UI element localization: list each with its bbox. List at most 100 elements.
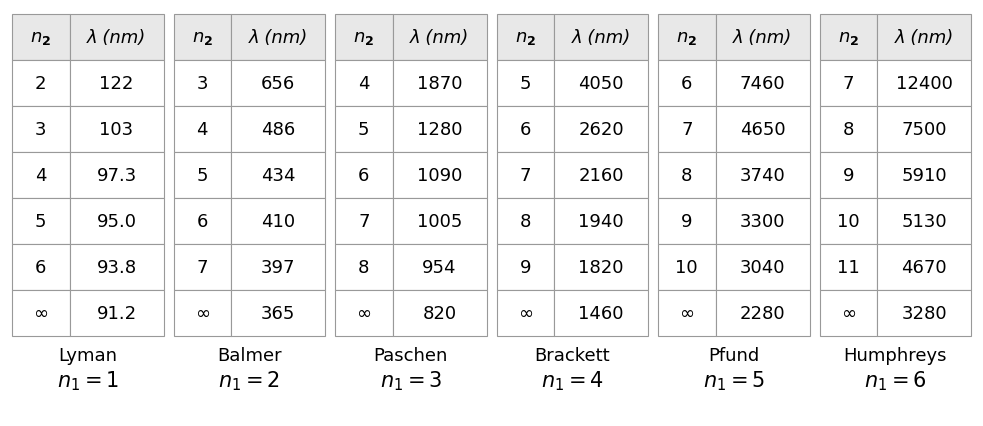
Text: $\mathbf{\mathit{n}}_\mathbf{2}$: $\mathbf{\mathit{n}}_\mathbf{2}$ (192, 29, 213, 47)
Text: 3280: 3280 (901, 304, 947, 322)
Bar (716, 199, 809, 245)
Bar (70, 290, 163, 336)
Text: $\mathbf{\mathit{n}}_\mathbf{2}$: $\mathbf{\mathit{n}}_\mathbf{2}$ (30, 29, 51, 47)
Text: Paschen: Paschen (374, 346, 448, 364)
Bar (554, 290, 648, 336)
Text: 5: 5 (358, 121, 370, 139)
Bar (877, 107, 971, 153)
Bar (877, 153, 971, 199)
Bar (658, 61, 716, 107)
Bar (392, 245, 487, 290)
Text: 1870: 1870 (417, 75, 462, 93)
Bar (554, 61, 648, 107)
Text: 8: 8 (520, 213, 531, 230)
Text: 8: 8 (842, 121, 854, 139)
Text: 7: 7 (842, 75, 854, 93)
Text: 8: 8 (358, 259, 370, 276)
Bar (658, 153, 716, 199)
Bar (820, 290, 877, 336)
Text: λ (nm): λ (nm) (249, 29, 308, 47)
Text: 4: 4 (35, 167, 46, 184)
Bar (174, 245, 231, 290)
Bar (335, 199, 392, 245)
Text: 5: 5 (520, 75, 531, 93)
Text: $\mathit{n}_1 = 1$: $\mathit{n}_1 = 1$ (57, 368, 119, 391)
Text: 122: 122 (99, 75, 134, 93)
Text: 7: 7 (681, 121, 693, 139)
Bar (392, 153, 487, 199)
Text: $\mathbf{\mathit{n}}_\mathbf{2}$: $\mathbf{\mathit{n}}_\mathbf{2}$ (353, 29, 375, 47)
Text: $\mathit{n}_1 = 4$: $\mathit{n}_1 = 4$ (541, 368, 604, 391)
Bar (231, 61, 325, 107)
Text: 8: 8 (681, 167, 692, 184)
Bar (496, 153, 554, 199)
Bar (392, 61, 487, 107)
Bar (392, 290, 487, 336)
Text: λ (nm): λ (nm) (87, 29, 146, 47)
Text: $\mathit{n}_1 = 3$: $\mathit{n}_1 = 3$ (379, 368, 442, 391)
Bar (70, 107, 163, 153)
Bar (335, 245, 392, 290)
Bar (392, 107, 487, 153)
Text: 7: 7 (520, 167, 531, 184)
Text: 97.3: 97.3 (96, 167, 137, 184)
Text: ∞: ∞ (840, 304, 856, 322)
Bar (716, 61, 809, 107)
Text: 3: 3 (35, 121, 46, 139)
Bar (820, 245, 877, 290)
Bar (496, 107, 554, 153)
Bar (231, 199, 325, 245)
Bar (174, 290, 231, 336)
Text: Lyman: Lyman (58, 346, 117, 364)
Text: 11: 11 (837, 259, 860, 276)
Text: Brackett: Brackett (535, 346, 610, 364)
Bar (12, 245, 70, 290)
Text: 7: 7 (197, 259, 208, 276)
Bar (174, 199, 231, 245)
Text: 1005: 1005 (417, 213, 462, 230)
Bar (554, 15, 648, 61)
Bar (335, 153, 392, 199)
Text: $\mathbf{\mathit{n}}_\mathbf{2}$: $\mathbf{\mathit{n}}_\mathbf{2}$ (676, 29, 698, 47)
Bar (231, 290, 325, 336)
Bar (658, 107, 716, 153)
Bar (335, 290, 392, 336)
Text: 2280: 2280 (740, 304, 785, 322)
Bar (716, 153, 809, 199)
Text: 7: 7 (358, 213, 370, 230)
Bar (716, 290, 809, 336)
Bar (716, 107, 809, 153)
Bar (70, 245, 163, 290)
Text: $\mathit{n}_1 = 6$: $\mathit{n}_1 = 6$ (864, 368, 927, 391)
Bar (70, 15, 163, 61)
Text: 9: 9 (842, 167, 854, 184)
Bar (820, 61, 877, 107)
Text: 1280: 1280 (417, 121, 462, 139)
Text: 1940: 1940 (578, 213, 624, 230)
Bar (716, 245, 809, 290)
Text: ∞: ∞ (518, 304, 533, 322)
Text: 2: 2 (35, 75, 46, 93)
Bar (174, 107, 231, 153)
Text: ∞: ∞ (195, 304, 209, 322)
Text: 93.8: 93.8 (96, 259, 137, 276)
Text: 95.0: 95.0 (96, 213, 137, 230)
Bar (12, 107, 70, 153)
Text: λ (nm): λ (nm) (733, 29, 792, 47)
Text: 4650: 4650 (740, 121, 785, 139)
Text: 10: 10 (675, 259, 698, 276)
Bar (877, 15, 971, 61)
Bar (12, 15, 70, 61)
Bar (496, 61, 554, 107)
Bar (877, 245, 971, 290)
Bar (231, 107, 325, 153)
Text: Balmer: Balmer (217, 346, 281, 364)
Text: 397: 397 (260, 259, 295, 276)
Text: 9: 9 (520, 259, 531, 276)
Text: 7460: 7460 (740, 75, 785, 93)
Text: 1090: 1090 (417, 167, 462, 184)
Bar (877, 199, 971, 245)
Text: 7500: 7500 (901, 121, 947, 139)
Text: 6: 6 (358, 167, 370, 184)
Text: 91.2: 91.2 (96, 304, 137, 322)
